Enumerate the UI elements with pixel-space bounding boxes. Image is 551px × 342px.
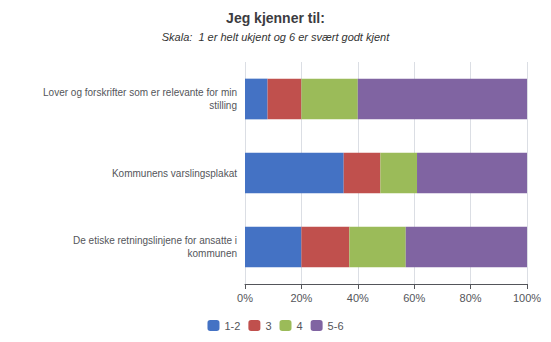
svg-text:Kommunens varslingsplakat: Kommunens varslingsplakat bbox=[112, 168, 237, 179]
svg-text:kommunen: kommunen bbox=[188, 248, 237, 259]
svg-text:60%: 60% bbox=[403, 292, 425, 304]
svg-text:20%: 20% bbox=[290, 292, 312, 304]
svg-text:stilling: stilling bbox=[209, 100, 237, 111]
svg-text:1-2: 1-2 bbox=[224, 320, 240, 332]
svg-text:Lover og forskrifter som er re: Lover og forskrifter som er relevante fo… bbox=[43, 87, 237, 98]
svg-text:Skala: 1 er helt ukjent og 6: Skala: 1 er helt ukjent og 6 er svært go… bbox=[162, 31, 390, 43]
svg-text:De etiske retningslinjene for: De etiske retningslinjene for ansatte i bbox=[73, 235, 237, 246]
svg-text:Jeg kjenner til:: Jeg kjenner til: bbox=[226, 10, 325, 26]
svg-text:5-6: 5-6 bbox=[328, 320, 344, 332]
svg-text:100%: 100% bbox=[513, 292, 541, 304]
svg-text:3: 3 bbox=[265, 320, 271, 332]
svg-text:40%: 40% bbox=[347, 292, 369, 304]
svg-text:0%: 0% bbox=[237, 292, 253, 304]
svg-text:4: 4 bbox=[297, 320, 303, 332]
svg-text:80%: 80% bbox=[460, 292, 482, 304]
